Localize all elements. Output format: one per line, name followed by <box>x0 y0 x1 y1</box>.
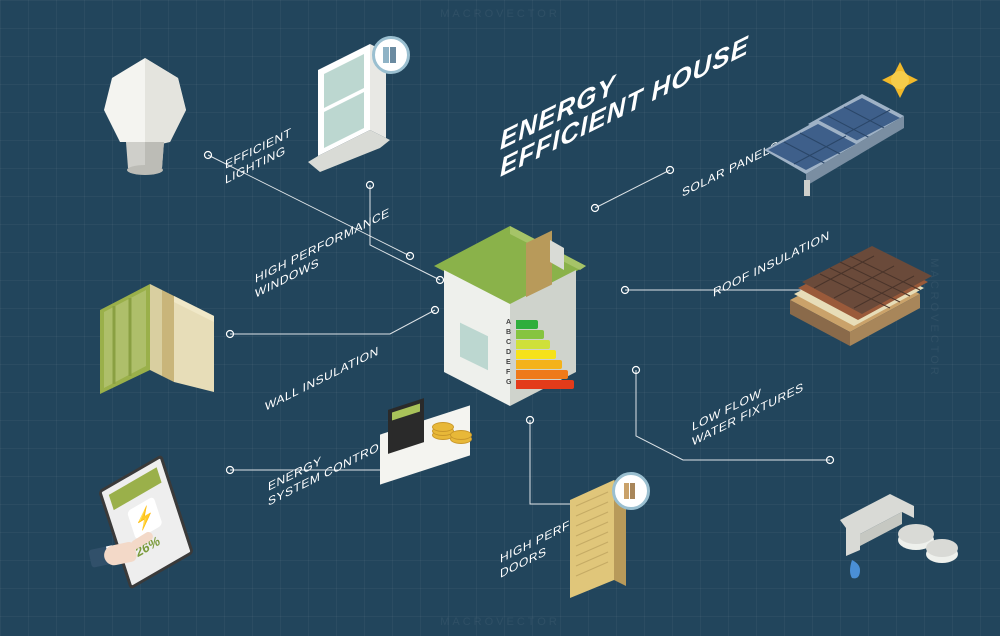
tablet-control-icon: ⚡ 26% <box>110 470 200 590</box>
door-badge-icon <box>612 472 650 510</box>
label-energy-system-control: ENERGY SYSTEM CONTROL <box>268 421 386 510</box>
energy-rating-bars: ABCDEFG <box>516 320 574 390</box>
infographic-title: ENERGY EFFICIENT HOUSE <box>500 4 749 183</box>
faucet-icon <box>820 480 960 590</box>
watermark-bottom: MACROVECTOR <box>440 616 560 628</box>
label-high-perf-windows: HIGH PERFORMANCE WINDOWS <box>255 205 390 302</box>
door-icon <box>560 480 650 600</box>
lightbulb-icon <box>90 50 200 190</box>
label-wall-insulation: WALL INSULATION <box>265 343 379 415</box>
window-badge-icon <box>372 36 410 74</box>
roof-insulation-icon <box>770 230 940 380</box>
wall-insulation-icon <box>90 260 230 400</box>
hand-icon <box>90 530 150 570</box>
window-icon <box>300 40 410 180</box>
watermark-top: MACROVECTOR <box>440 8 560 20</box>
calculator-coins-icon <box>380 390 500 470</box>
solar-panel-icon <box>750 50 950 200</box>
label-efficient-lighting: EFFICIENT LIGHTING <box>225 125 292 188</box>
